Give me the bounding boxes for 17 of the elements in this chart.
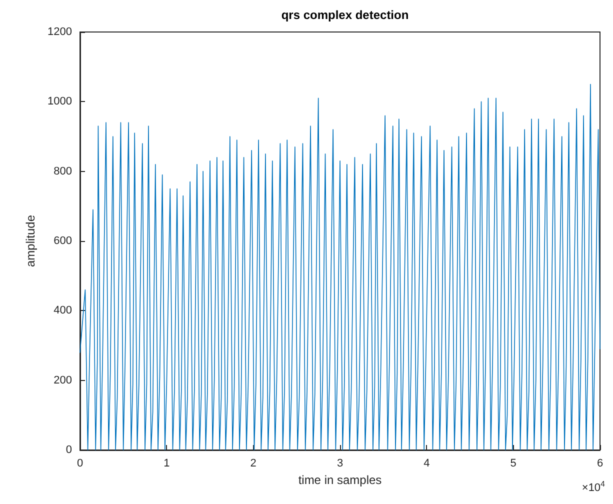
y-tick-label: 200 (54, 374, 72, 386)
y-tick-label: 800 (54, 165, 72, 178)
x-tick-label: 3 (336, 458, 344, 470)
y-tick-label: 1000 (48, 96, 72, 108)
y-axis-title: amplitude (24, 214, 38, 268)
y-tick-label: 600 (54, 235, 72, 247)
y-tick-label: 0 (66, 444, 72, 456)
x-axis-title: time in samples (298, 472, 382, 487)
y-tick-label: 1200 (48, 26, 72, 38)
x-tick-label: 2 (250, 458, 256, 470)
x-tick-label: 0 (76, 458, 84, 470)
x-tick-label: 6 (596, 458, 604, 470)
x-tick-label: 5 (510, 458, 516, 470)
chart-title: qrs complex detection (281, 8, 409, 22)
x-tick-label: 1 (164, 458, 170, 470)
x-tick-label: 4 (424, 458, 430, 470)
y-tick-label: 400 (54, 304, 72, 317)
